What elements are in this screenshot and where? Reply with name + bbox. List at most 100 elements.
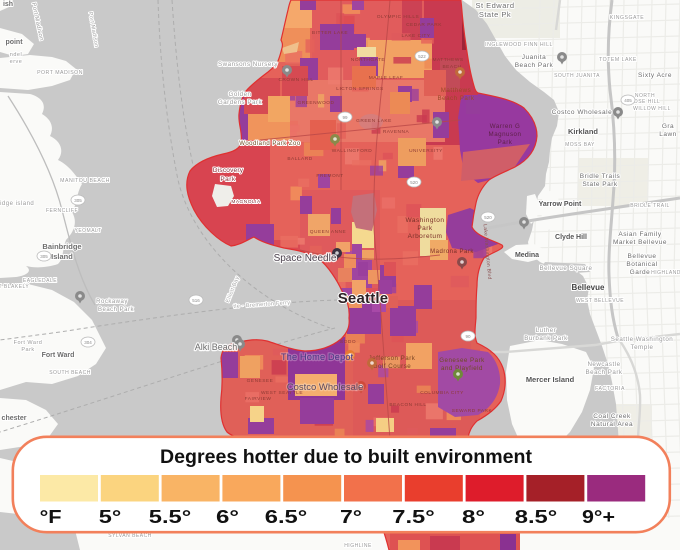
svg-text:Seattle Washington: Seattle Washington bbox=[611, 336, 673, 343]
svg-text:Alki Beach: Alki Beach bbox=[195, 342, 238, 352]
svg-text:516: 516 bbox=[192, 298, 200, 303]
svg-text:Golden: Golden bbox=[229, 91, 252, 98]
svg-text:Woodland Park Zoo: Woodland Park Zoo bbox=[239, 141, 301, 147]
svg-text:Yarrow Point: Yarrow Point bbox=[539, 201, 582, 208]
svg-text:BALLARD: BALLARD bbox=[287, 156, 312, 162]
svg-text:Park: Park bbox=[498, 139, 513, 146]
svg-text:Beach Park: Beach Park bbox=[586, 369, 623, 376]
svg-text:FAIRVIEW: FAIRVIEW bbox=[245, 396, 272, 402]
svg-text:Space Needle: Space Needle bbox=[274, 253, 337, 264]
svg-text:CEDAR PARK: CEDAR PARK bbox=[406, 22, 442, 28]
svg-text:9°+: 9°+ bbox=[582, 507, 615, 527]
svg-text:WEST SEATTLE: WEST SEATTLE bbox=[261, 390, 303, 396]
svg-text:SODO: SODO bbox=[340, 339, 356, 345]
svg-text:RAVENNA: RAVENNA bbox=[383, 129, 410, 135]
svg-text:Market Bellevue: Market Bellevue bbox=[613, 239, 667, 246]
svg-text:INGLEWOOD FINN HILL: INGLEWOOD FINN HILL bbox=[485, 42, 553, 48]
svg-text:Bellevue: Bellevue bbox=[572, 283, 605, 292]
svg-text:MOSS BAY: MOSS BAY bbox=[565, 142, 595, 148]
svg-text:QUEEN ANNE: QUEEN ANNE bbox=[310, 229, 346, 235]
svg-text:SYLVAN BEACH: SYLVAN BEACH bbox=[108, 533, 152, 539]
svg-text:Rockaway: Rockaway bbox=[96, 299, 128, 305]
svg-text:HIGHLINE: HIGHLINE bbox=[344, 543, 372, 549]
svg-text:Bellevue Square: Bellevue Square bbox=[540, 265, 593, 272]
svg-text:EAGLEDALE: EAGLEDALE bbox=[23, 278, 57, 284]
svg-text:Beach Park: Beach Park bbox=[515, 62, 554, 69]
svg-text:BITTER LAKE: BITTER LAKE bbox=[312, 30, 348, 36]
svg-text:and Playfield: and Playfield bbox=[441, 365, 483, 372]
svg-text:Natural Area: Natural Area bbox=[591, 421, 633, 428]
svg-text:520: 520 bbox=[410, 180, 418, 185]
svg-text:GREENWOOD: GREENWOOD bbox=[297, 100, 334, 106]
svg-text:FACTORIA: FACTORIA bbox=[595, 386, 625, 392]
svg-text:ish: ish bbox=[3, 1, 13, 8]
svg-text:Asian Family: Asian Family bbox=[618, 231, 661, 238]
svg-text:Kirkland: Kirkland bbox=[568, 127, 598, 136]
svg-text:erve: erve bbox=[10, 59, 23, 65]
svg-text:bridge island: bridge island bbox=[0, 201, 34, 207]
svg-text:chester: chester bbox=[2, 415, 27, 422]
svg-text:Temple: Temple bbox=[631, 344, 654, 351]
svg-text:LICTON SPRINGS: LICTON SPRINGS bbox=[336, 86, 383, 92]
svg-text:Island: Island bbox=[51, 252, 73, 261]
svg-text:MATTHEWS: MATTHEWS bbox=[432, 57, 463, 63]
svg-text:°F: °F bbox=[40, 507, 62, 527]
svg-text:Park: Park bbox=[220, 176, 236, 183]
svg-text:Medina: Medina bbox=[515, 252, 539, 259]
svg-text:Discovery: Discovery bbox=[213, 167, 244, 174]
svg-text:Park: Park bbox=[21, 347, 34, 353]
svg-text:305: 305 bbox=[40, 254, 48, 259]
svg-text:Golf Course: Golf Course bbox=[373, 363, 412, 370]
svg-text:NORTH: NORTH bbox=[635, 93, 655, 99]
svg-text:5°: 5° bbox=[99, 507, 122, 527]
svg-text:Warren G: Warren G bbox=[490, 123, 521, 130]
svg-text:Gra: Gra bbox=[662, 123, 674, 130]
svg-text:8°: 8° bbox=[462, 507, 485, 527]
svg-text:Fort Ward: Fort Ward bbox=[14, 340, 43, 346]
svg-text:HIGHLAND: HIGHLAND bbox=[651, 270, 680, 276]
svg-text:point: point bbox=[5, 39, 23, 46]
svg-text:Botanical: Botanical bbox=[626, 261, 657, 268]
svg-text:6°: 6° bbox=[216, 507, 239, 527]
svg-text:LAKE CITY: LAKE CITY bbox=[401, 33, 430, 39]
svg-text:522: 522 bbox=[418, 54, 426, 59]
svg-text:Costco Wholesale: Costco Wholesale bbox=[552, 109, 612, 116]
svg-text:WALLINGFORD: WALLINGFORD bbox=[332, 148, 373, 154]
svg-text:Juanita: Juanita bbox=[522, 54, 546, 61]
svg-text:MAPLE LEAF: MAPLE LEAF bbox=[369, 75, 404, 81]
svg-text:Park: Park bbox=[417, 225, 433, 232]
svg-text:SEWARD PARK: SEWARD PARK bbox=[452, 408, 493, 414]
svg-text:Beach Park: Beach Park bbox=[98, 307, 135, 313]
svg-text:Magnuson: Magnuson bbox=[489, 131, 522, 138]
svg-text:TOTEM LAKE: TOTEM LAKE bbox=[599, 57, 637, 63]
svg-text:Genesee Park: Genesee Park bbox=[439, 357, 485, 364]
svg-text:Washington: Washington bbox=[405, 217, 444, 224]
svg-text:Bainbridge: Bainbridge bbox=[42, 242, 81, 251]
svg-text:WEST BELLEVUE: WEST BELLEVUE bbox=[576, 298, 624, 304]
svg-text:ndel: ndel bbox=[10, 52, 22, 58]
svg-text:Garden: Garden bbox=[630, 269, 655, 276]
svg-text:Jefferson Park: Jefferson Park bbox=[369, 355, 416, 362]
svg-text:The Home Depot: The Home Depot bbox=[281, 352, 354, 363]
svg-text:Newcastle: Newcastle bbox=[587, 361, 620, 368]
svg-text:Gardens Park: Gardens Park bbox=[218, 99, 263, 106]
svg-text:Madrona Park: Madrona Park bbox=[430, 249, 474, 255]
svg-text:St Edward: St Edward bbox=[475, 1, 514, 10]
svg-text:SOUTH BEACH: SOUTH BEACH bbox=[49, 370, 91, 376]
svg-text:tle - Bremerton Ferry: tle - Bremerton Ferry bbox=[233, 300, 290, 310]
svg-text:MANITOU BEACH: MANITOU BEACH bbox=[60, 178, 110, 184]
svg-text:Swansons Nursery: Swansons Nursery bbox=[218, 61, 278, 68]
svg-text:Matthews: Matthews bbox=[441, 87, 471, 94]
svg-text:BRIDLE TRAIL: BRIDLE TRAIL bbox=[630, 203, 670, 209]
svg-text:Luther: Luther bbox=[536, 327, 557, 334]
svg-text:FREMONT: FREMONT bbox=[316, 173, 343, 179]
svg-text:ROSE HILL: ROSE HILL bbox=[630, 99, 661, 105]
svg-text:Arboretum: Arboretum bbox=[408, 233, 443, 240]
svg-text:Clyde Hill: Clyde Hill bbox=[555, 234, 587, 241]
svg-text:KINGSGATE: KINGSGATE bbox=[610, 15, 644, 21]
svg-text:BEACON HILL: BEACON HILL bbox=[389, 402, 426, 408]
svg-text:CROWN HILL: CROWN HILL bbox=[278, 77, 313, 83]
svg-text:BEACH: BEACH bbox=[442, 64, 461, 70]
svg-text:UNIVERSITY: UNIVERSITY bbox=[409, 148, 443, 154]
svg-text:MAGNOLIA: MAGNOLIA bbox=[231, 199, 261, 205]
